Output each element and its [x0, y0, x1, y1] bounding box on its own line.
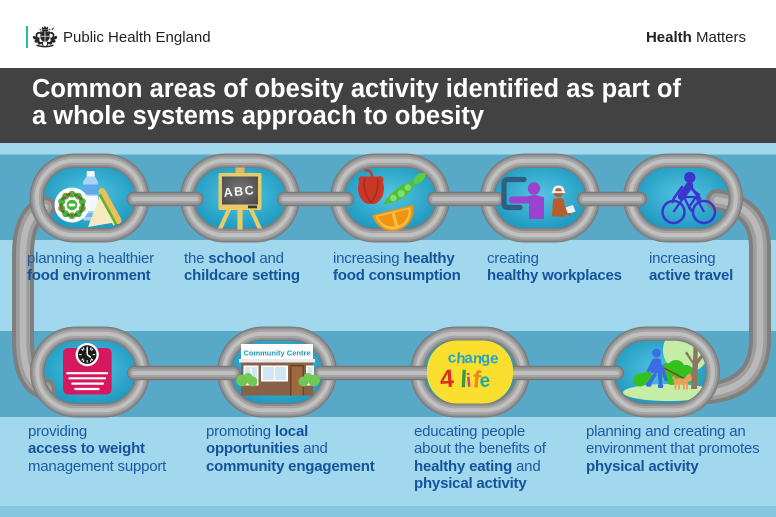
svg-text:4: 4: [439, 365, 455, 394]
svg-text:life: life: [460, 366, 491, 394]
svg-text:Community Centre: Community Centre: [243, 349, 310, 358]
svg-text:change: change: [447, 349, 499, 368]
svg-text:ABC: ABC: [223, 183, 256, 200]
